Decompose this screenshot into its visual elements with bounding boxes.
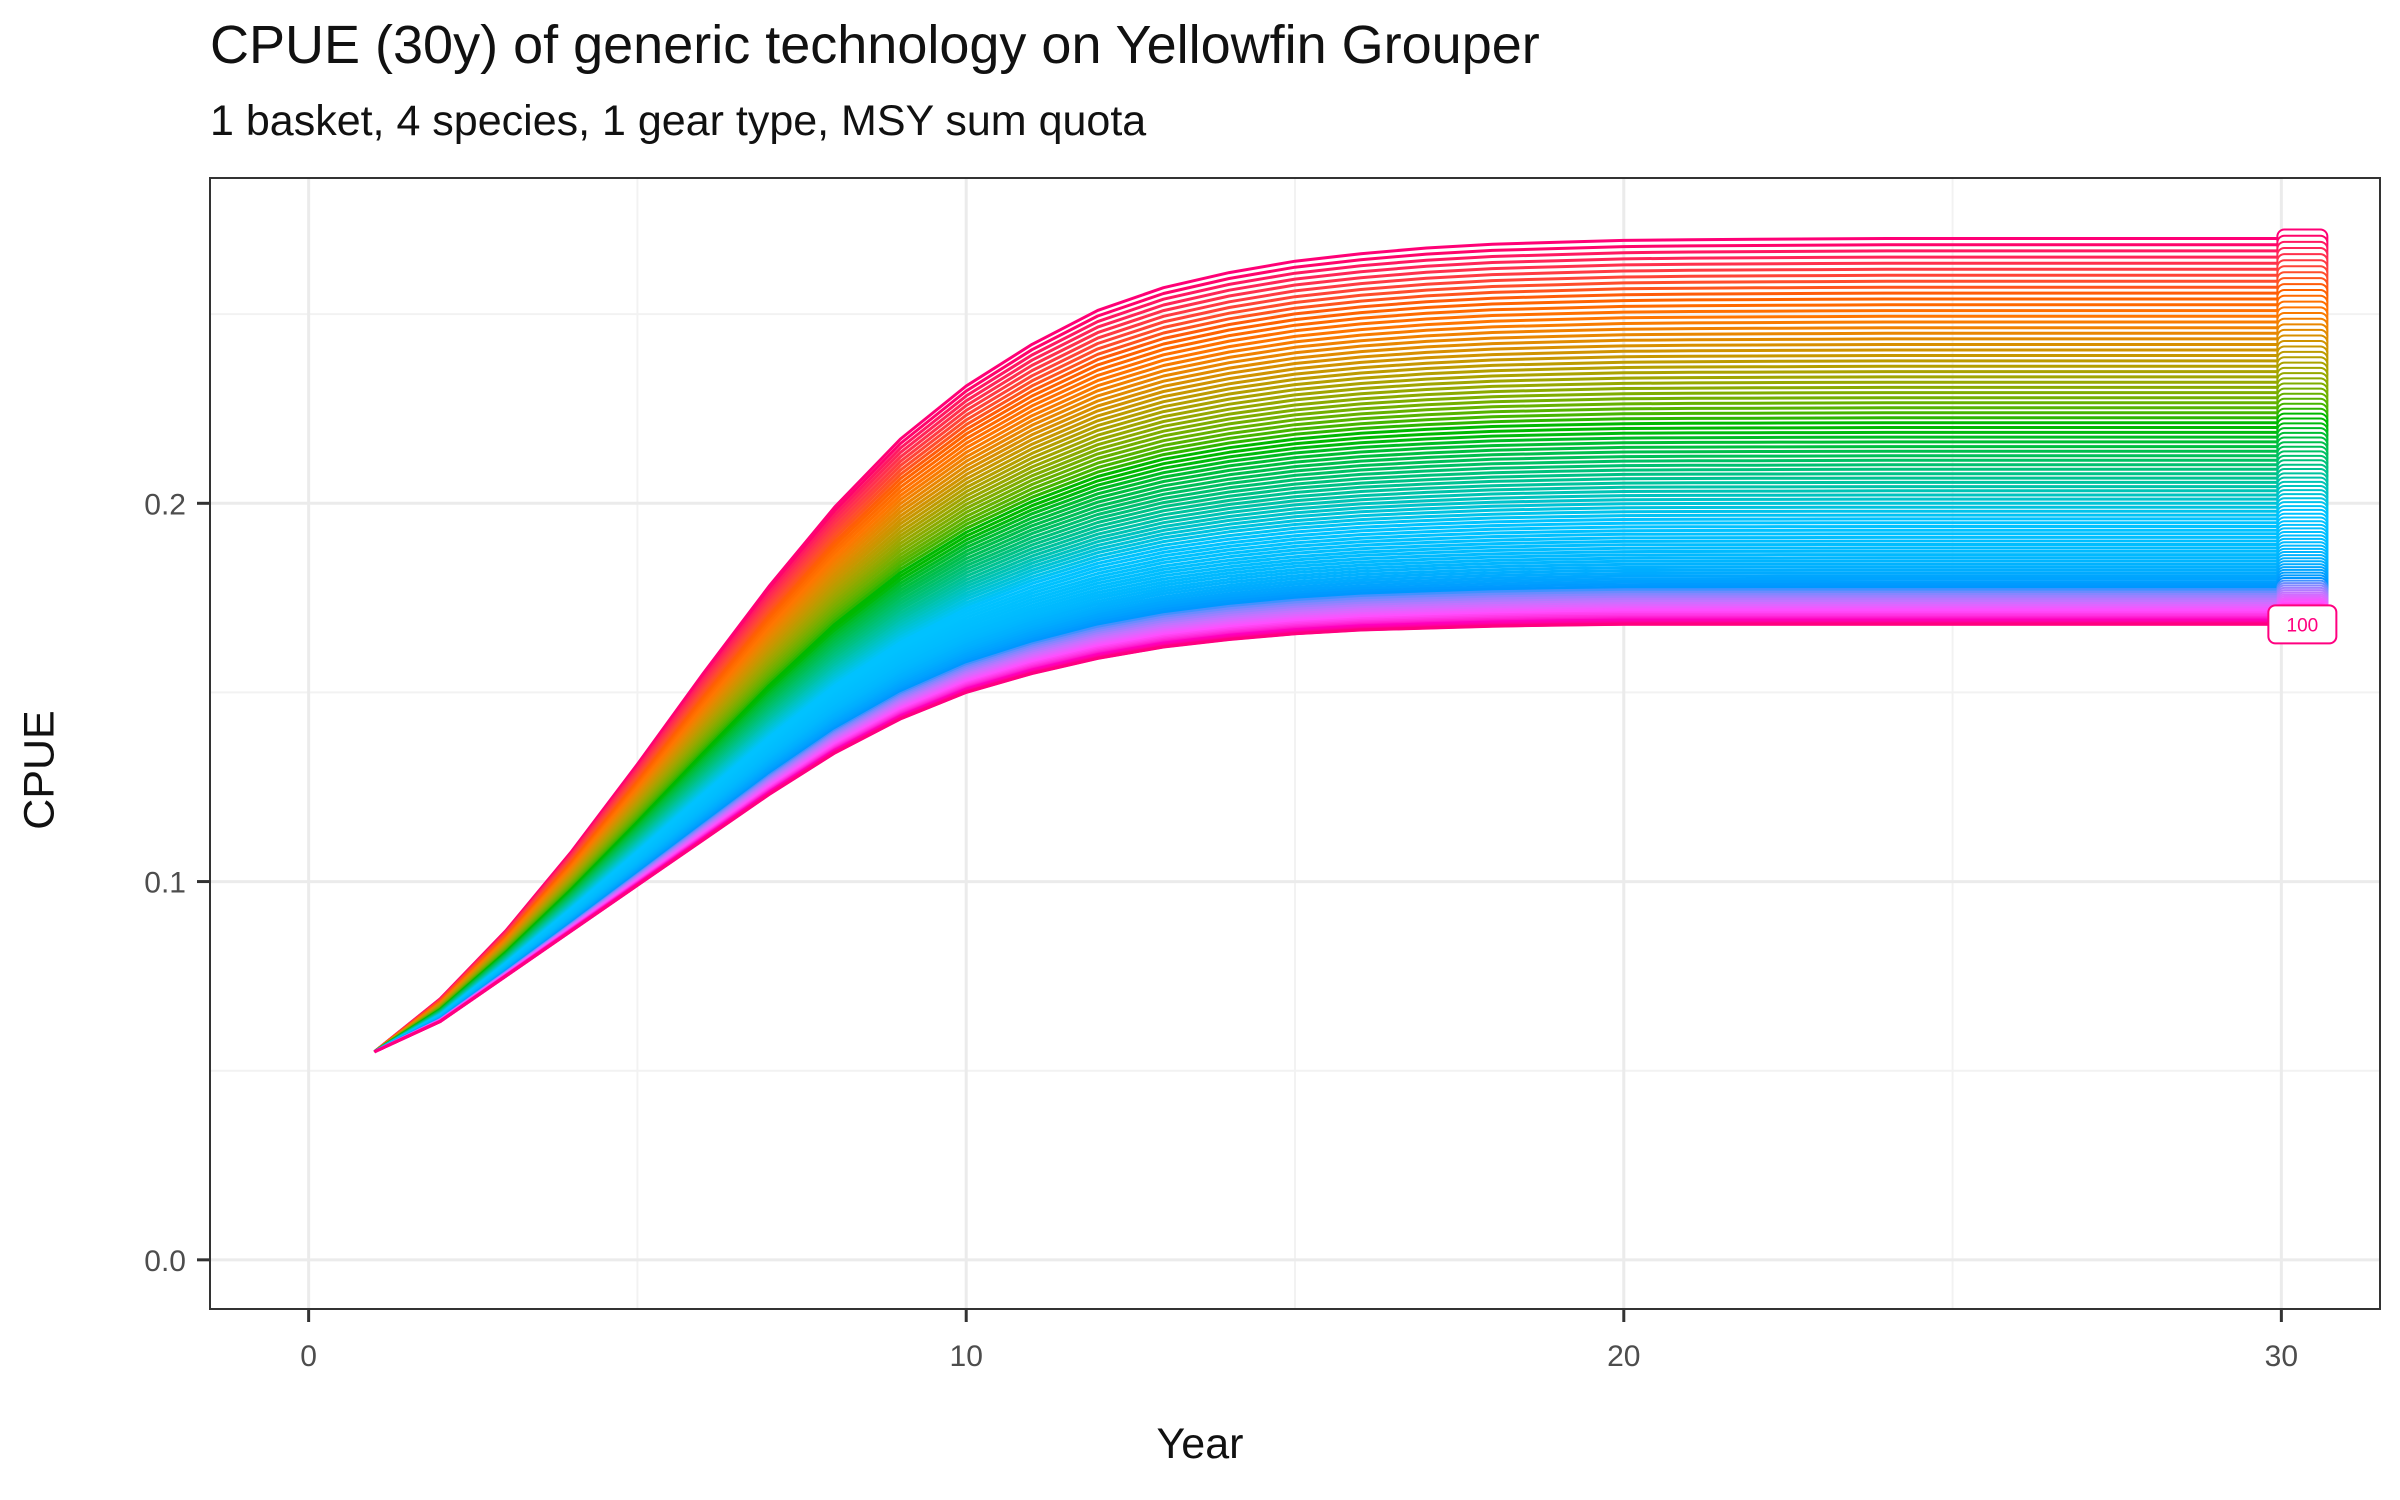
y-tick-label: 0.2 xyxy=(144,488,186,521)
x-axis-label: Year xyxy=(1156,1420,1244,1468)
x-tick-label: 0 xyxy=(300,1340,317,1373)
chart-title: CPUE (30y) of generic technology on Yell… xyxy=(210,15,1540,75)
axis-ticks: 0 10 20 30 0.0 0.1 0.2 xyxy=(144,488,2298,1373)
y-tick-label: 0.0 xyxy=(144,1245,186,1278)
series-line xyxy=(373,314,2282,1054)
series-lines xyxy=(373,237,2282,1054)
chart-subtitle: 1 basket, 4 species, 1 gear type, MSY su… xyxy=(210,97,1147,145)
end-label-box xyxy=(2267,604,2338,645)
end-labels: 100 xyxy=(2267,228,2338,645)
x-tick-label: 20 xyxy=(1607,1340,1640,1373)
series-line xyxy=(373,285,2282,1053)
x-tick-label: 10 xyxy=(950,1340,983,1373)
panel-border xyxy=(209,177,2381,1310)
series-line xyxy=(373,243,2282,1053)
series-line xyxy=(373,255,2282,1053)
y-tick-label: 0.1 xyxy=(144,867,186,900)
series-line xyxy=(373,267,2282,1053)
series-line xyxy=(373,237,2282,1053)
series-line xyxy=(373,622,2282,1054)
end-label: 100 xyxy=(2287,615,2319,636)
x-tick-label: 30 xyxy=(2265,1340,2298,1373)
series-line xyxy=(373,279,2282,1053)
y-axis-label: CPUE xyxy=(15,710,64,830)
